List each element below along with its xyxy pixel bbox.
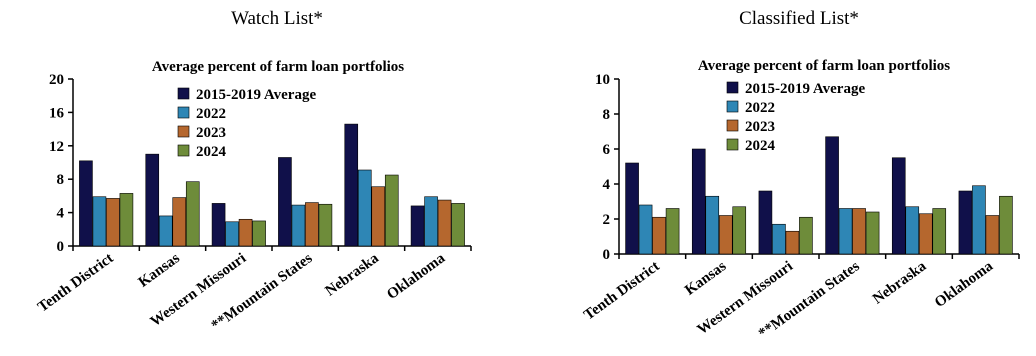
legend-swatch	[177, 125, 190, 138]
bar-2015-2019-average-tenth-district	[79, 160, 93, 247]
bar-2022-western-missouri	[225, 221, 239, 247]
bar-2023-western-missouri	[238, 218, 253, 247]
bar-2024-kansas	[185, 181, 200, 247]
bar-2015-2019-average-oklahoma	[410, 205, 425, 247]
y-tick-label: 4	[57, 206, 65, 222]
y-tick-label: 0	[603, 247, 611, 263]
legend-swatch	[726, 100, 739, 113]
bar-2022-oklahoma	[424, 196, 438, 247]
legend-swatch	[726, 138, 739, 151]
x-category-label: Tenth District	[581, 258, 662, 323]
bar-2022-kansas	[705, 195, 720, 255]
bar-2023-oklahoma	[437, 199, 452, 247]
x-category-label: Nebraska	[870, 258, 930, 307]
legend-label: 2015-2019 Average	[745, 81, 865, 97]
bar-2015-2019-average-nebraska	[891, 157, 906, 255]
bar-2022-mountain-states	[838, 208, 853, 255]
y-tick-label: 10	[595, 72, 610, 88]
bar-2023-oklahoma	[985, 215, 1000, 255]
y-tick-label: 2	[603, 212, 611, 228]
bar-2024-tenth-district	[119, 193, 134, 247]
bar-2022-mountain-states	[291, 204, 306, 247]
bar-2023-nebraska	[371, 186, 386, 247]
legend-label: 2024	[745, 138, 776, 154]
bar-2022-western-missouri	[772, 223, 786, 255]
bar-2015-2019-average-kansas	[691, 148, 706, 255]
bar-2015-2019-average-western-missouri	[211, 203, 226, 247]
x-category-label: Kansas	[682, 258, 729, 298]
bar-2023-nebraska	[918, 213, 933, 255]
x-category-label: Tenth District	[35, 250, 116, 315]
bar-2022-nebraska	[357, 169, 372, 247]
chart-subtitle: Average percent of farm loan portfolios	[152, 59, 404, 75]
chart-title: Watch List*	[231, 8, 323, 29]
legend: 2015-2019 Average 2022 2023 2024	[177, 87, 316, 160]
bar-2015-2019-average-nebraska	[344, 123, 359, 247]
bar-2023-tenth-district	[106, 198, 120, 247]
y-tick-label: 0	[57, 239, 65, 255]
bar-2023-kansas	[172, 197, 187, 247]
legend-label: 2022	[745, 100, 775, 116]
bar-2023-mountain-states	[305, 202, 319, 247]
x-category-label: Kansas	[136, 250, 183, 290]
bar-2024-oklahoma	[451, 203, 465, 247]
bar-2023-tenth-district	[652, 216, 666, 255]
bar-2023-mountain-states	[852, 208, 866, 255]
bar-2022-tenth-district	[638, 204, 653, 255]
bar-2023-western-missouri	[785, 230, 800, 255]
y-tick-label: 12	[49, 139, 64, 155]
chart-title: Classified List*	[739, 8, 859, 29]
legend-label: 2024	[196, 144, 227, 160]
bar-2024-mountain-states	[318, 203, 333, 247]
bar-2024-mountain-states	[865, 211, 880, 255]
x-category-label: Nebraska	[323, 250, 383, 299]
legend-label: 2015-2019 Average	[196, 87, 316, 103]
y-tick-label: 16	[49, 105, 65, 121]
chart-watch-list: Watch List* Average percent of farm loan …	[35, 8, 472, 334]
bar-2023-kansas	[718, 215, 733, 255]
bar-2015-2019-average-western-missouri	[758, 190, 773, 255]
bar-2024-oklahoma	[999, 195, 1013, 255]
y-tick-label: 6	[603, 142, 611, 158]
bar-2015-2019-average-mountain-states	[278, 157, 292, 247]
bar-2022-oklahoma	[972, 185, 986, 255]
chart-subtitle: Average percent of farm loan portfolios	[698, 58, 950, 74]
bar-2015-2019-average-kansas	[145, 153, 160, 247]
chart-classified-list: Classified List* Average percent of farm …	[581, 8, 1020, 342]
bar-2015-2019-average-oklahoma	[958, 190, 973, 255]
bar-2022-nebraska	[905, 206, 920, 255]
bar-2024-kansas	[732, 206, 747, 255]
legend: 2015-2019 Average 2022 2023 2024	[726, 81, 865, 154]
bar-2022-kansas	[158, 215, 173, 247]
y-tick-label: 20	[49, 72, 64, 88]
bar-2024-nebraska	[932, 208, 947, 255]
bar-2024-western-missouri	[799, 216, 813, 255]
legend-swatch	[177, 87, 190, 100]
y-tick-label: 8	[603, 107, 611, 123]
bar-2024-tenth-district	[665, 208, 680, 255]
legend-swatch	[726, 119, 739, 132]
y-tick-label: 8	[57, 172, 65, 188]
legend-label: 2022	[196, 106, 226, 122]
bar-2015-2019-average-tenth-district	[625, 162, 639, 255]
legend-swatch	[177, 144, 190, 157]
x-category-label: Oklahoma	[932, 258, 996, 311]
legend-label: 2023	[745, 119, 775, 135]
bar-2015-2019-average-mountain-states	[825, 136, 839, 255]
bar-2024-nebraska	[384, 174, 399, 247]
legend-swatch	[177, 106, 190, 119]
bar-2022-tenth-district	[92, 196, 107, 247]
legend-label: 2023	[196, 125, 226, 141]
x-category-label: Oklahoma	[384, 250, 448, 303]
bar-2024-western-missouri	[252, 220, 266, 247]
legend-swatch	[726, 81, 739, 94]
y-tick-label: 4	[603, 177, 611, 193]
